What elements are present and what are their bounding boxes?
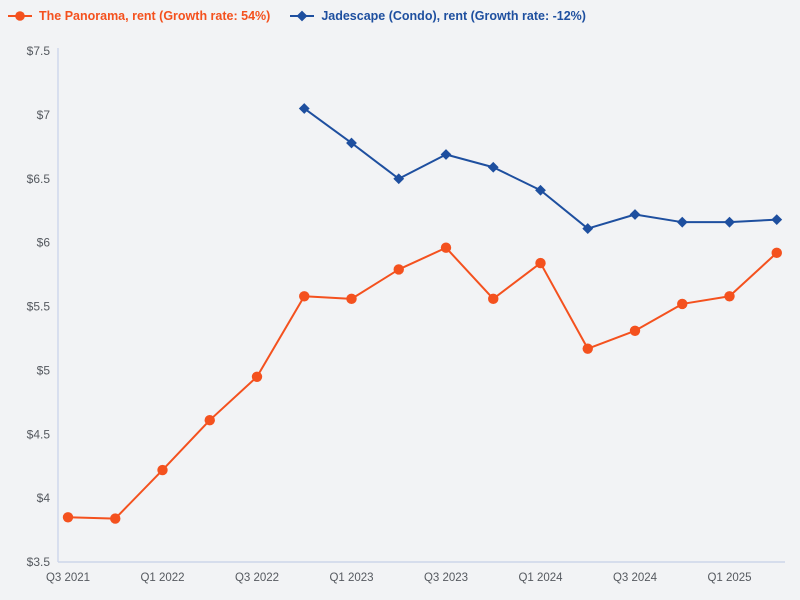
line-circle-marker-icon — [8, 9, 32, 23]
legend-label-jadescape: Jadescape (Condo), rent (Growth rate: -1… — [321, 9, 586, 23]
data-point-marker — [582, 223, 594, 234]
x-tick-label: Q1 2022 — [140, 572, 184, 584]
data-point-marker — [677, 298, 688, 310]
series-line-0 — [67, 246, 778, 520]
x-tick-label: Q1 2023 — [329, 572, 373, 584]
data-point-marker — [488, 293, 499, 305]
data-point-marker — [298, 103, 310, 114]
data-point-marker — [110, 513, 121, 524]
data-point-marker — [346, 137, 357, 149]
legend-label-panorama: The Panorama, rent (Growth rate: 54%) — [39, 9, 271, 23]
data-point-marker — [440, 149, 452, 160]
y-tick-label: $7.5 — [27, 44, 51, 58]
y-tick-label: $5 — [37, 363, 51, 377]
data-point-marker — [487, 161, 499, 173]
y-tick-label: $6.5 — [27, 172, 51, 186]
x-tick-label: Q3 2024 — [613, 572, 658, 584]
x-tick-label: Q1 2025 — [707, 572, 751, 584]
data-point-marker — [393, 173, 405, 185]
data-point-marker — [535, 257, 546, 269]
data-point-marker — [62, 512, 74, 523]
data-point-marker — [724, 216, 735, 228]
y-tick-label: $6 — [37, 236, 51, 250]
legend-item-panorama[interactable]: The Panorama, rent (Growth rate: 54%) — [8, 9, 270, 23]
data-point-marker — [582, 343, 593, 354]
x-tick-label: Q3 2023 — [424, 572, 468, 584]
y-tick-label: $4.5 — [27, 427, 51, 441]
data-point-marker — [771, 247, 782, 259]
legend-item-jadescape[interactable]: Jadescape (Condo), rent (Growth rate: -1… — [290, 9, 586, 23]
data-point-marker — [676, 216, 688, 228]
y-tick-label: $4 — [37, 491, 51, 505]
data-point-marker — [440, 242, 452, 253]
line-diamond-marker-icon — [290, 9, 315, 23]
data-point-marker — [629, 209, 641, 220]
data-point-marker — [157, 464, 168, 476]
y-tick-label: $7 — [37, 108, 51, 122]
series-line-1 — [303, 107, 778, 230]
data-point-marker — [535, 184, 546, 196]
y-tick-label: $3.5 — [27, 555, 51, 569]
data-point-marker — [204, 414, 215, 426]
data-point-marker — [771, 214, 783, 226]
data-point-marker — [251, 371, 263, 382]
y-tick-label: $5.5 — [27, 300, 51, 314]
chart-legend: The Panorama, rent (Growth rate: 54%) Ja… — [8, 9, 586, 23]
data-point-marker — [629, 325, 641, 336]
data-point-marker — [346, 293, 357, 305]
x-tick-label: Q1 2024 — [518, 572, 563, 584]
data-point-marker — [393, 264, 404, 275]
x-tick-label: Q3 2022 — [235, 572, 279, 584]
data-point-marker — [724, 291, 735, 302]
data-point-marker — [299, 291, 310, 302]
x-tick-label: Q3 2021 — [46, 572, 90, 584]
